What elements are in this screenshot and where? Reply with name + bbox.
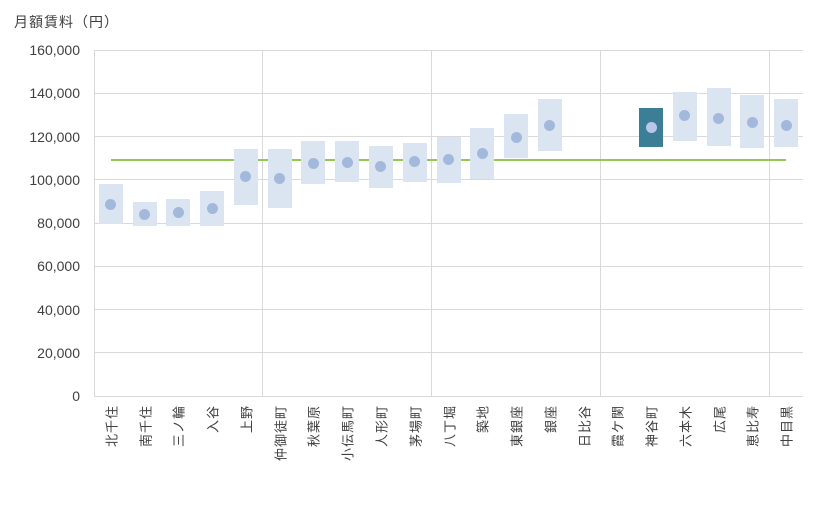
median-dot-三ノ輪	[172, 206, 184, 218]
x-axis-label-人形町: 人形町	[374, 405, 390, 448]
median-dot-銀座	[544, 120, 556, 132]
median-dot-北千住	[105, 199, 117, 211]
x-axis-label-六本木: 六本木	[678, 405, 694, 448]
x-axis-label-神谷町: 神谷町	[644, 405, 660, 448]
y-gridline	[94, 222, 803, 224]
x-axis-label-上野: 上野	[239, 405, 255, 434]
median-dot-南千住	[139, 208, 151, 220]
x-axis-label-広尾: 広尾	[712, 405, 728, 434]
x-axis-label-三ノ輪: 三ノ輪	[171, 405, 187, 448]
x-gridline	[262, 50, 264, 396]
median-dot-人形町	[375, 161, 387, 173]
x-axis-label-茅場町: 茅場町	[408, 405, 424, 448]
y-gridline	[94, 92, 803, 94]
median-dot-東銀座	[510, 132, 522, 144]
y-axis-tick-label: 40,000	[37, 301, 80, 318]
x-axis-label-銀座: 銀座	[543, 405, 559, 434]
median-dot-秋葉原	[307, 158, 319, 170]
y-axis-tick-label: 60,000	[37, 258, 80, 275]
x-axis-label-中目黒: 中目黒	[779, 405, 795, 448]
x-axis-label-南千住: 南千住	[138, 405, 154, 448]
median-dot-中目黒	[780, 120, 792, 132]
y-axis-tick-label: 160,000	[29, 42, 80, 58]
y-axis-tick-label: 120,000	[29, 128, 80, 145]
y-axis-line	[94, 50, 95, 396]
x-axis-label-仲御徒町: 仲御徒町	[273, 405, 289, 462]
median-dot-恵比寿	[746, 116, 758, 128]
x-axis-label-恵比寿: 恵比寿	[745, 405, 761, 448]
x-axis-label-秋葉原: 秋葉原	[306, 405, 322, 448]
median-dot-小伝馬町	[341, 156, 353, 168]
x-gridline	[599, 50, 601, 396]
y-gridline	[94, 309, 803, 310]
x-axis-label-入谷: 入谷	[205, 405, 221, 434]
x-axis-label-日比谷: 日比谷	[577, 405, 593, 448]
y-gridline	[94, 352, 803, 354]
median-dot-上野	[240, 171, 252, 182]
x-axis-label-築地: 築地	[475, 405, 491, 434]
y-axis-tick-label: 100,000	[29, 171, 80, 188]
y-axis-tick-label: 80,000	[37, 215, 80, 231]
median-dot-広尾	[713, 112, 725, 124]
y-axis-tick-label: 20,000	[37, 344, 80, 361]
x-axis-label-北千住: 北千住	[104, 405, 120, 448]
median-dot-神谷町	[645, 122, 657, 134]
median-dot-入谷	[206, 203, 218, 215]
y-axis-tick-label: 0	[72, 388, 80, 404]
y-axis-title: 月額賃料（円）	[14, 14, 119, 30]
x-gridline	[431, 50, 433, 396]
x-axis-label-小伝馬町: 小伝馬町	[340, 405, 356, 462]
x-axis-line	[94, 395, 803, 397]
median-dot-六本木	[679, 110, 691, 122]
y-gridline	[94, 49, 803, 51]
median-dot-仲御徒町	[274, 173, 286, 185]
y-gridline	[94, 265, 803, 267]
median-dot-八丁堀	[443, 153, 454, 165]
x-axis-label-八丁堀: 八丁堀	[442, 405, 457, 448]
x-axis-label-東銀座: 東銀座	[509, 405, 525, 448]
y-axis-tick-label: 140,000	[29, 85, 80, 102]
x-axis-label-霞ケ関: 霞ケ関	[610, 405, 626, 448]
x-gridline	[768, 50, 770, 396]
median-dot-築地	[476, 148, 488, 160]
median-dot-茅場町	[409, 155, 421, 167]
